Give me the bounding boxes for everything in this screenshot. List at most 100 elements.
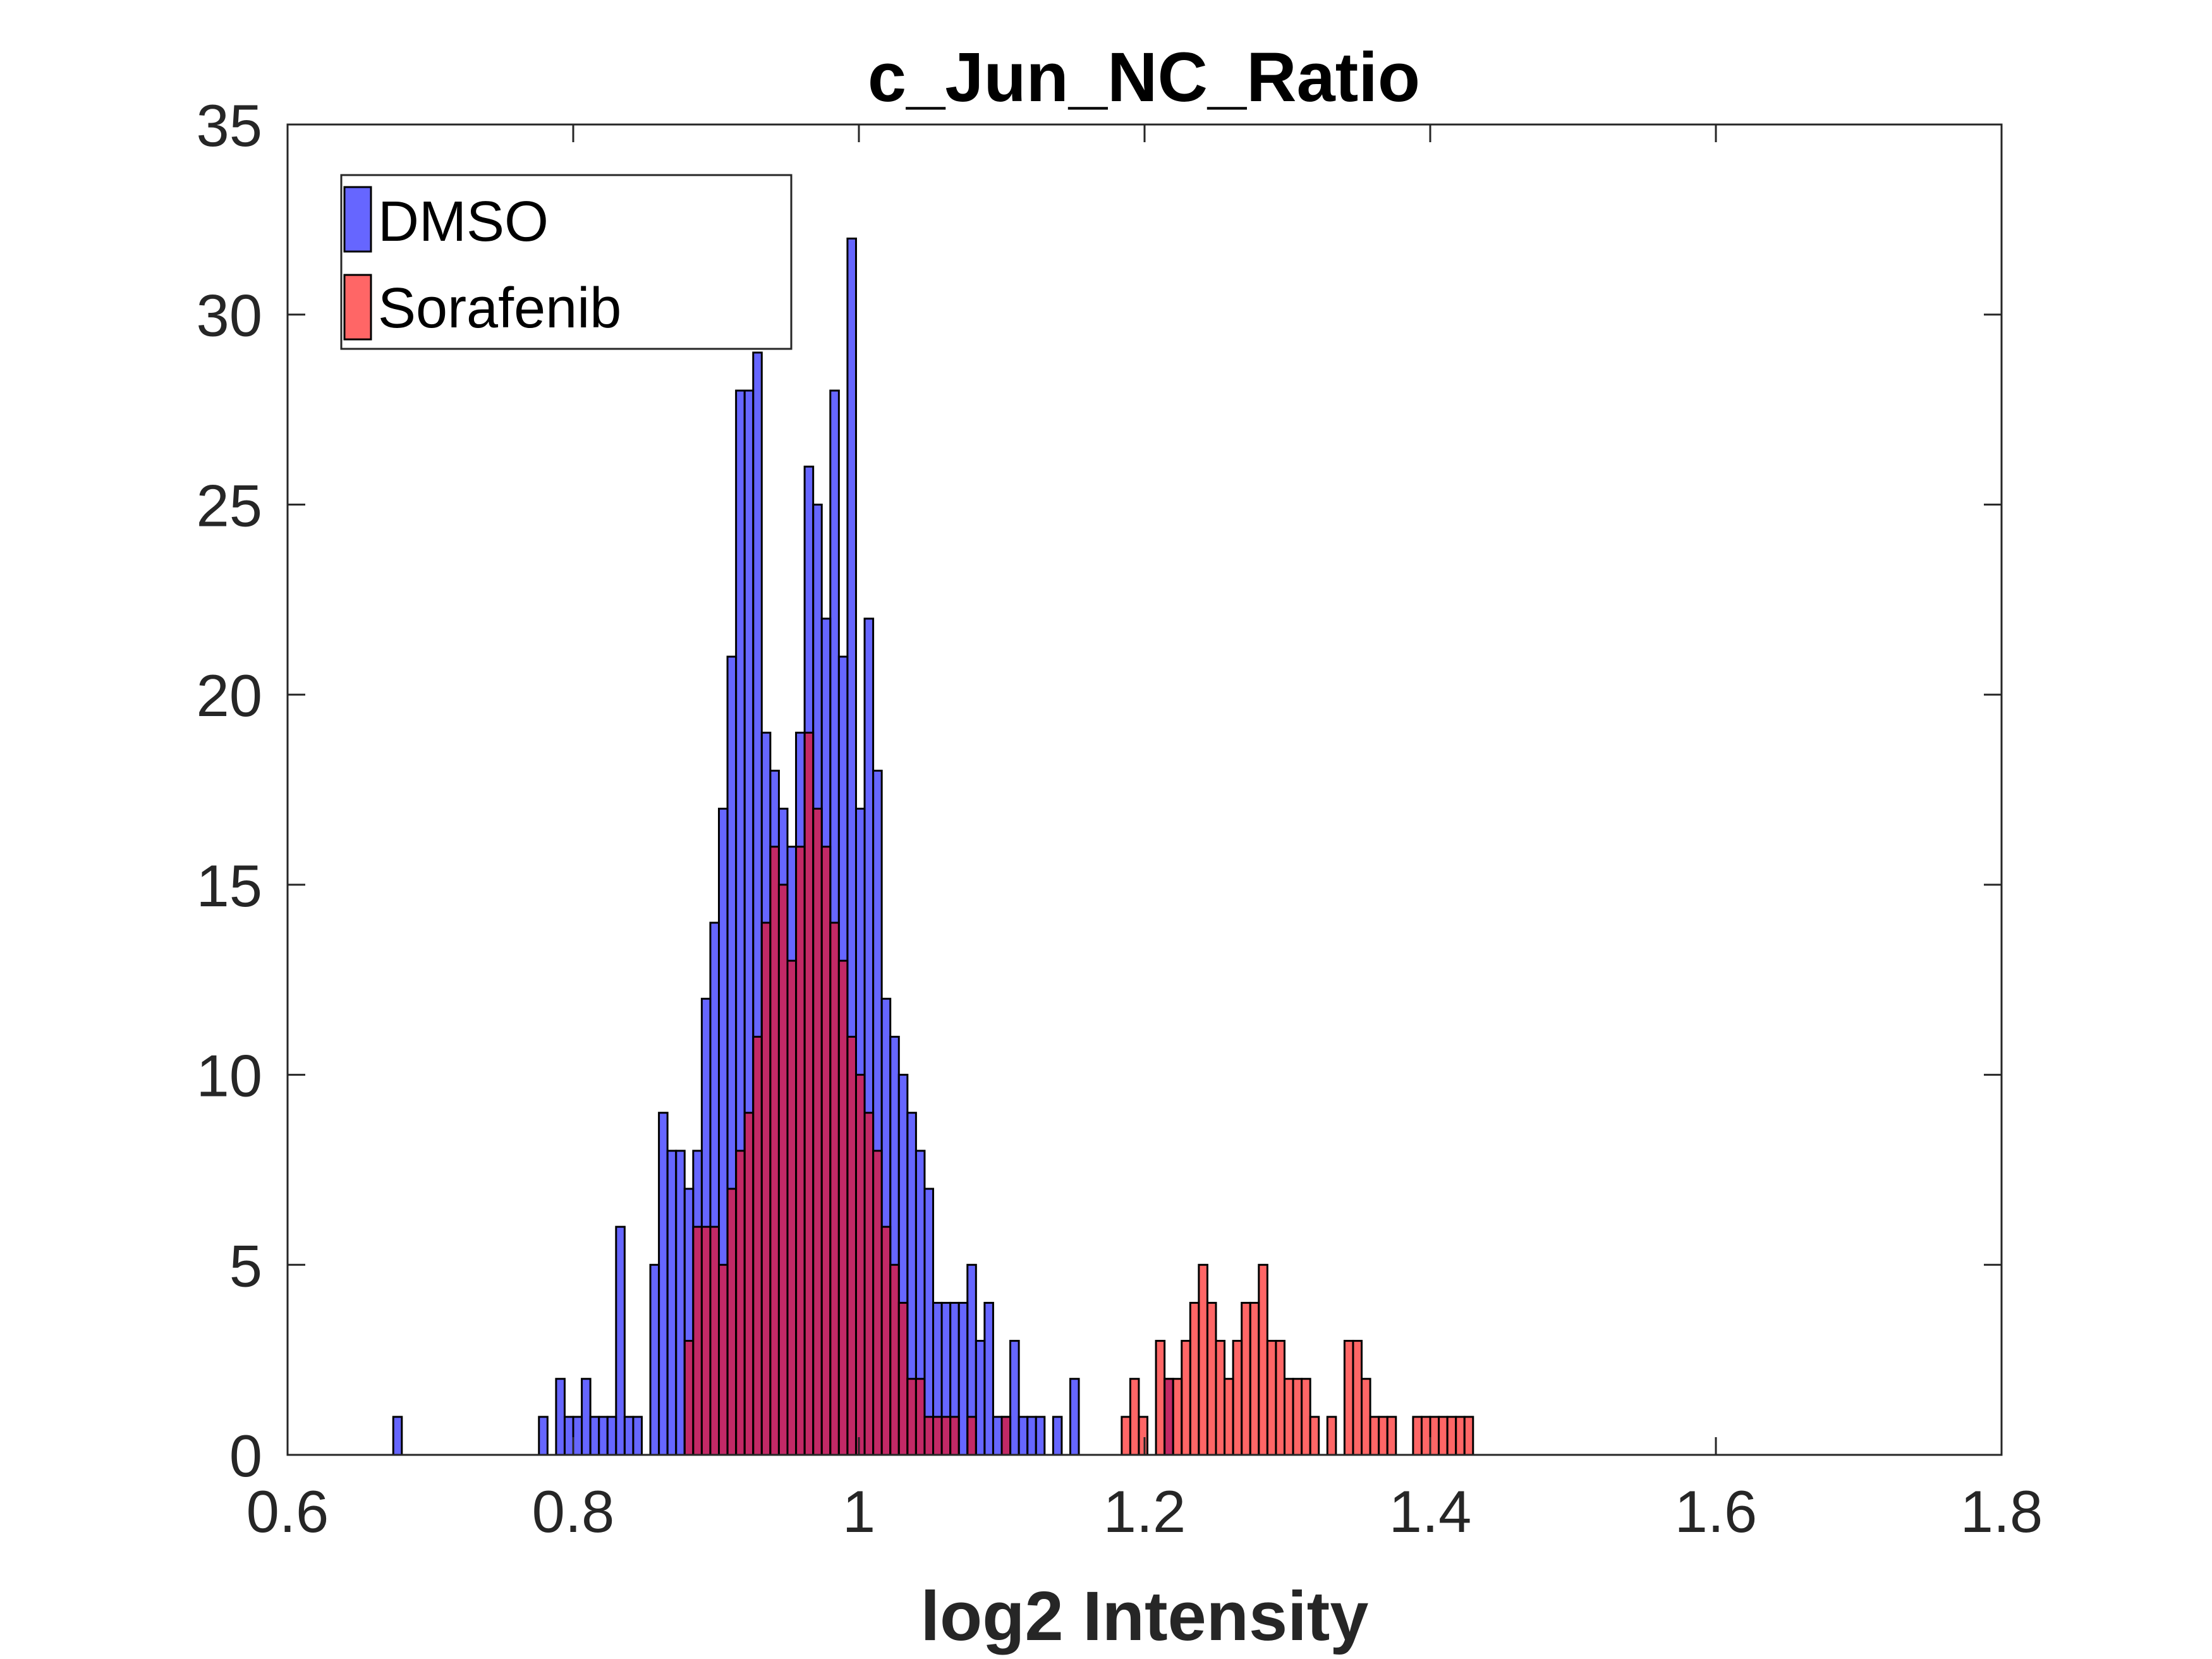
x-tick-label: 1 <box>842 1478 875 1545</box>
bar-dmso <box>555 1378 566 1456</box>
bar-sorafenib <box>1172 1378 1183 1456</box>
bar-sorafenib <box>837 959 849 1456</box>
bar-sorafenib <box>1309 1416 1320 1456</box>
bar-sorafenib <box>718 1263 729 1456</box>
bar-dmso <box>1052 1416 1063 1456</box>
legend-box <box>340 174 793 350</box>
y-tick-label: 10 <box>196 1043 262 1109</box>
bar-sorafenib <box>786 959 798 1456</box>
bar-sorafenib <box>803 731 815 1456</box>
bar-sorafenib <box>915 1378 926 1456</box>
bar-dmso <box>923 1188 935 1456</box>
x-tick-label: 1.8 <box>1960 1478 2043 1545</box>
bar-dmso <box>1069 1378 1080 1456</box>
bar-sorafenib <box>872 1150 883 1456</box>
bar-dmso <box>581 1378 592 1456</box>
bar-sorafenib <box>1455 1416 1466 1456</box>
bar-sorafenib <box>683 1340 695 1456</box>
bar-sorafenib <box>1301 1378 1311 1456</box>
bar-sorafenib <box>1232 1340 1243 1456</box>
bar-dmso <box>572 1416 583 1456</box>
bar-sorafenib <box>906 1378 917 1456</box>
bar-dmso <box>1035 1416 1046 1456</box>
histogram-bars <box>392 237 1474 1456</box>
bar-sorafenib <box>1138 1416 1149 1456</box>
bar-sorafenib <box>1258 1263 1268 1456</box>
bar-dmso <box>649 1263 660 1456</box>
bar-sorafenib <box>1420 1416 1431 1456</box>
bar-sorafenib <box>1215 1340 1226 1456</box>
bar-dmso <box>615 1225 626 1456</box>
bar-sorafenib <box>1446 1416 1457 1456</box>
bar-sorafenib <box>777 884 789 1456</box>
x-tick-label: 0.6 <box>246 1478 329 1545</box>
bar-sorafenib <box>863 1112 875 1456</box>
bar-sorafenib <box>1241 1301 1251 1456</box>
bar-sorafenib <box>1206 1301 1217 1456</box>
bar-dmso <box>598 1416 609 1456</box>
y-tick-label: 35 <box>196 92 262 159</box>
bar-sorafenib <box>1164 1378 1174 1456</box>
bar-dmso <box>983 1301 994 1456</box>
bar-sorafenib <box>769 846 780 1456</box>
bar-sorafenib <box>854 1074 866 1456</box>
legend-swatch-dmso <box>343 186 372 253</box>
bar-sorafenib <box>1198 1263 1208 1456</box>
bar-sorafenib <box>1438 1416 1449 1456</box>
bar-sorafenib <box>1378 1416 1389 1456</box>
bar-sorafenib <box>709 1225 720 1456</box>
bar-sorafenib <box>880 1225 892 1456</box>
legend: DMSO Sorafenib <box>340 174 793 350</box>
bar-sorafenib <box>1249 1301 1260 1456</box>
bar-sorafenib <box>1343 1340 1354 1456</box>
bar-sorafenib <box>940 1416 952 1456</box>
legend-label-dmso: DMSO <box>378 190 549 253</box>
bar-sorafenib <box>1429 1416 1440 1456</box>
bar-sorafenib <box>829 921 840 1456</box>
bar-dmso <box>666 1150 678 1456</box>
bar-sorafenib <box>1121 1416 1131 1456</box>
bar-sorafenib <box>897 1301 909 1456</box>
bar-dmso <box>975 1340 986 1456</box>
bar-dmso <box>1018 1416 1029 1456</box>
x-tick-label: 1.2 <box>1103 1478 1186 1545</box>
bar-sorafenib <box>889 1263 900 1456</box>
bar-sorafenib <box>1266 1340 1277 1456</box>
bar-dmso <box>632 1416 643 1456</box>
bar-dmso <box>675 1150 686 1456</box>
bar-sorafenib <box>1155 1340 1166 1456</box>
bar-sorafenib <box>1129 1378 1140 1456</box>
bar-dmso <box>563 1416 574 1456</box>
bar-sorafenib <box>846 1035 857 1456</box>
bar-sorafenib <box>735 1150 746 1456</box>
bar-sorafenib <box>1292 1378 1303 1456</box>
bar-dmso <box>992 1416 1003 1456</box>
bar-sorafenib <box>812 808 823 1456</box>
x-tick-label: 0.8 <box>532 1478 615 1545</box>
bar-dmso <box>623 1416 635 1456</box>
bar-sorafenib <box>760 921 772 1456</box>
bar-sorafenib <box>923 1416 935 1456</box>
y-tick-label: 20 <box>196 662 262 729</box>
bar-sorafenib <box>932 1416 943 1456</box>
x-axis-label: log2 Intensity <box>921 1577 1369 1655</box>
bar-sorafenib <box>1361 1378 1371 1456</box>
bar-sorafenib <box>1000 1416 1012 1456</box>
y-tick-label: 0 <box>229 1423 262 1489</box>
x-tick-label: 1.4 <box>1389 1478 1472 1545</box>
bar-sorafenib <box>966 1416 977 1456</box>
bar-sorafenib <box>1275 1340 1285 1456</box>
chart-title: c_Jun_NC_Ratio <box>868 39 1420 116</box>
bar-sorafenib <box>700 1225 712 1456</box>
bar-sorafenib <box>1283 1378 1294 1456</box>
bar-dmso <box>392 1416 403 1456</box>
bar-sorafenib <box>1369 1416 1380 1456</box>
x-tick-label: 1.6 <box>1675 1478 1758 1545</box>
legend-label-sorafenib: Sorafenib <box>378 277 621 340</box>
bar-sorafenib <box>1463 1416 1474 1456</box>
bar-sorafenib <box>752 1035 763 1456</box>
legend-swatch-sorafenib <box>343 274 372 341</box>
bar-dmso <box>957 1301 969 1456</box>
y-tick-label: 30 <box>196 283 262 349</box>
